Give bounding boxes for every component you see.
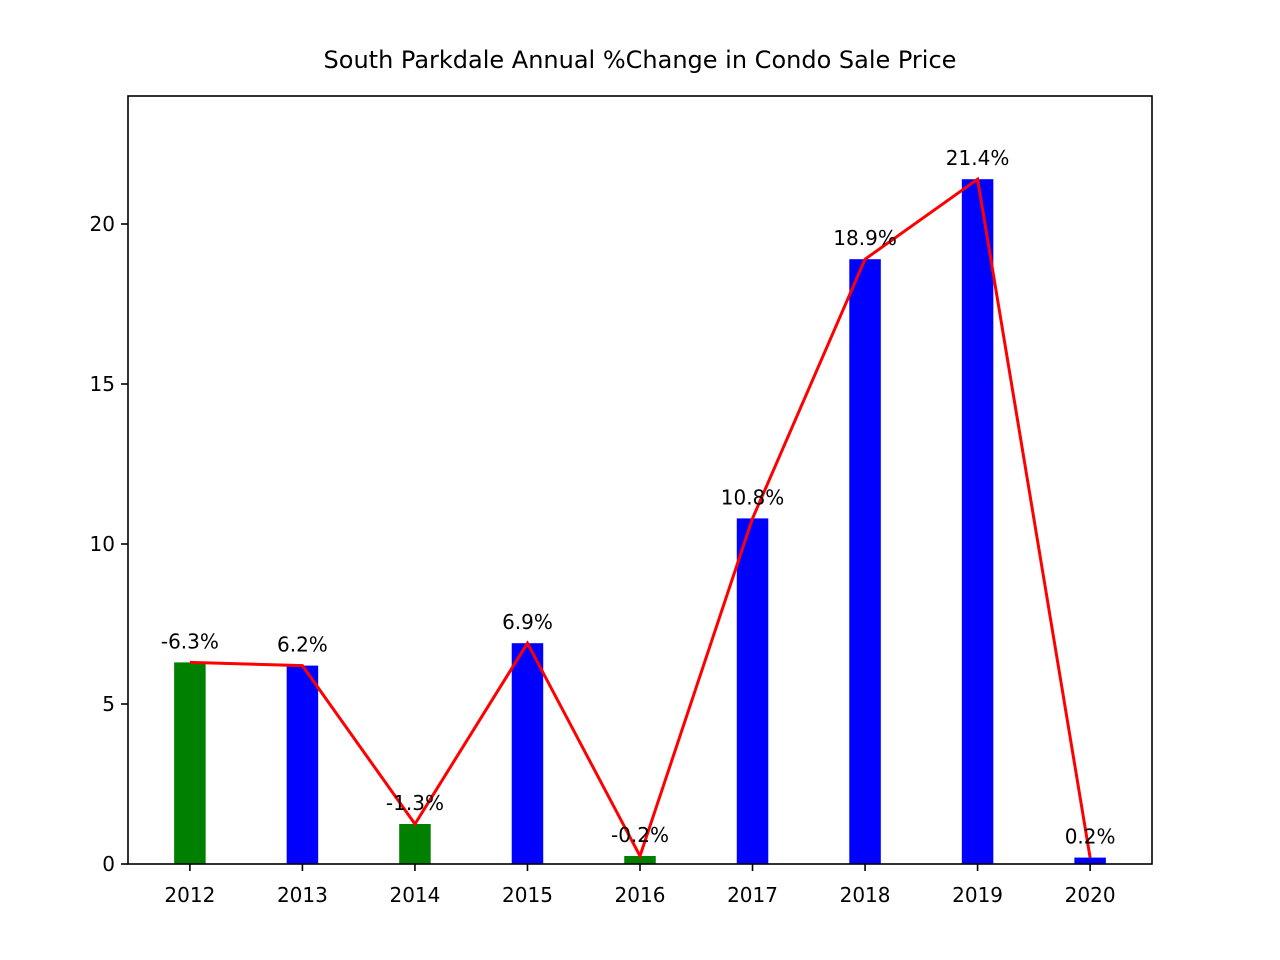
y-tick-label-20: 20: [90, 212, 115, 236]
x-tick-label-2016: 2016: [615, 883, 666, 907]
bar-2020: [1074, 857, 1106, 864]
bar-2019: [961, 179, 994, 864]
data-label-2018: 18.9%: [833, 226, 897, 250]
chart-title: South Parkdale Annual %Change in Condo S…: [323, 46, 957, 74]
y-tick-label-10: 10: [90, 532, 115, 556]
y-tick-label-0: 0: [102, 852, 115, 876]
data-label-2016: -0.2%: [611, 823, 669, 847]
x-tick-label-2012: 2012: [164, 883, 215, 907]
x-tick-label-2018: 2018: [840, 883, 891, 907]
y-tick-label-5: 5: [102, 692, 115, 716]
x-tick-label-2013: 2013: [277, 883, 328, 907]
data-label-2019: 21.4%: [946, 146, 1010, 170]
y-tick-label-15: 15: [90, 372, 115, 396]
data-label-2017: 10.8%: [721, 485, 785, 509]
data-label-2020: 0.2%: [1065, 825, 1116, 849]
x-tick-label-2015: 2015: [502, 883, 553, 907]
bar-2015: [511, 643, 544, 864]
x-tick-label-2020: 2020: [1065, 883, 1116, 907]
bar-2014: [399, 824, 431, 864]
bar-2016: [624, 856, 656, 864]
data-label-2013: 6.2%: [277, 633, 328, 657]
data-label-2014: -1.3%: [386, 791, 444, 815]
bar-2013: [286, 665, 319, 864]
plot-frame: [127, 95, 1153, 865]
x-tick-label-2019: 2019: [952, 883, 1003, 907]
bar-2018: [849, 259, 881, 864]
bar-2017: [736, 518, 769, 864]
x-tick-label-2017: 2017: [727, 883, 778, 907]
data-label-2012: -6.3%: [161, 629, 219, 653]
trend-line: [189, 176, 1092, 860]
x-tick-label-2014: 2014: [389, 883, 440, 907]
bar-2012: [174, 662, 206, 864]
data-label-2015: 6.9%: [502, 610, 553, 634]
